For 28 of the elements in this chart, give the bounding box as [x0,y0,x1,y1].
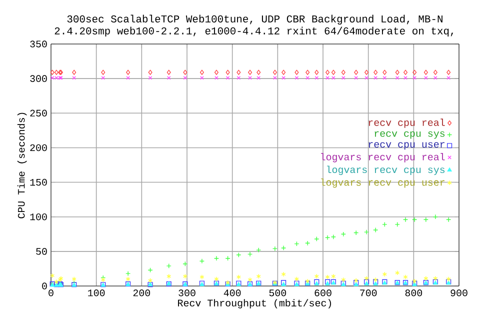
x-axis-title: Recv Throughput (mbit/sec) [178,299,332,308]
x-tick-label: 0 [48,290,54,296]
x-tick-label: 100 [88,290,105,296]
legend-label: logvars recv cpu user [321,178,444,188]
chart-subtitle: 2.4.20smp web100-2.2.1, e1000-4.4.12 rxint 64/64moderate on txq, [54,26,454,37]
y-tick-label: 50 [36,248,47,255]
y-tick-label: 250 [30,110,47,117]
x-tick-label: 800 [405,290,422,296]
x-tick-label: 400 [224,290,241,296]
legend-label: recv cpu user [368,142,444,150]
y-tick-label: 200 [30,144,47,152]
y-axis-title: CPU Time (seconds) [17,112,27,218]
legend-label: logvars recv cpu real [321,153,445,162]
y-tick-label: 100 [30,213,47,220]
x-tick-label: 900 [450,290,468,296]
legend-label: recv cpu sys [374,131,445,139]
x-tick-label: 500 [269,290,286,296]
x-tick-label: 300 [178,290,196,296]
y-tick-label: 150 [30,178,47,186]
x-tick-label: 600 [314,290,332,296]
y-tick-label: 300 [30,75,47,82]
legend-label: recv cpu real [368,118,445,128]
legend-label: logvars recv cpu sys [327,166,445,176]
y-tick-label: 0 [42,282,47,290]
chart-title: 300sec ScalableTCP Web100tune, UDP CBR Background Load, MB-N [67,14,442,25]
x-tick-label: 200 [133,290,150,296]
y-tick-label: 350 [30,40,47,48]
x-tick-label: 700 [360,290,377,296]
